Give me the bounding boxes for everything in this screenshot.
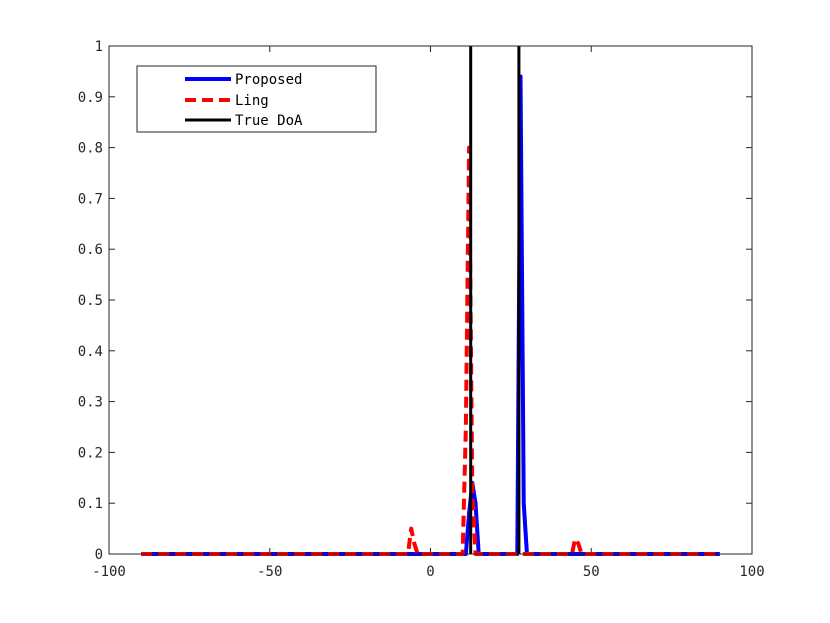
y-tick-label: 0.5 — [78, 293, 103, 309]
x-tick-label: 0 — [426, 564, 434, 580]
y-axis: 0 0.1 0.2 0.3 0.4 0.5 0.6 0.7 0.8 0.9 1 — [78, 39, 752, 563]
x-axis: -100 -50 0 50 100 — [92, 46, 765, 580]
y-tick-label: 0.9 — [78, 90, 103, 106]
y-tick-label: 0.7 — [78, 191, 103, 207]
y-tick-label: 0.2 — [78, 445, 103, 461]
x-tick-label: 50 — [583, 564, 600, 580]
x-tick-label: -50 — [257, 564, 282, 580]
y-tick-label: 0 — [95, 547, 103, 563]
y-tick-label: 0.3 — [78, 395, 103, 411]
legend: Proposed Ling True DoA — [136, 65, 377, 133]
x-tick-label: -100 — [92, 564, 126, 580]
y-tick-label: 0.4 — [78, 344, 103, 360]
plot-frame — [108, 45, 753, 555]
y-tick-label: 0.1 — [78, 496, 103, 512]
legend-box — [136, 65, 377, 133]
series-ling-line — [141, 145, 720, 556]
legend-label-proposed: Proposed — [235, 72, 302, 88]
x-tick-label: 100 — [739, 564, 764, 580]
y-tick-label: 0.8 — [78, 141, 103, 157]
y-tick-label: 1 — [95, 39, 103, 55]
legend-label-true-doa: True DoA — [235, 113, 303, 129]
y-tick-label: 0.6 — [78, 242, 103, 258]
legend-label-ling: Ling — [235, 93, 269, 109]
